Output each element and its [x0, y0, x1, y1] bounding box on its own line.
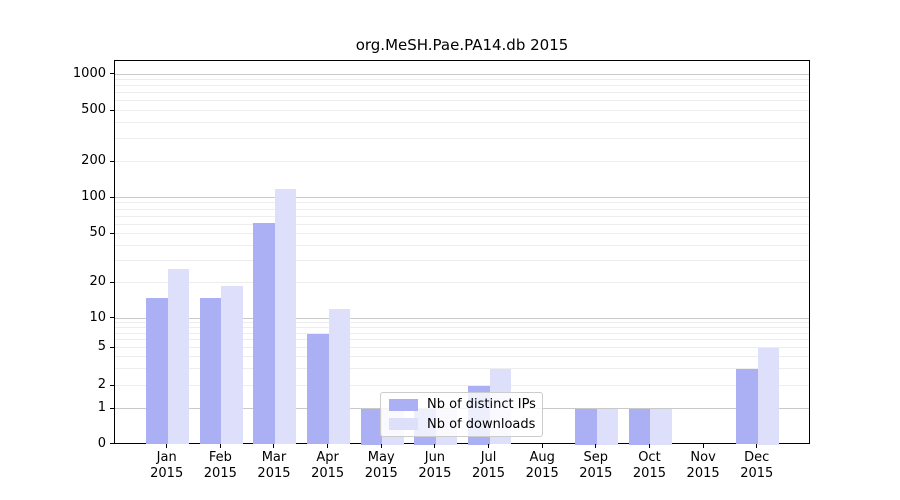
- x-tick: [273, 444, 275, 448]
- legend-item: Nb of distinct IPs: [381, 397, 542, 412]
- y-tick: [110, 73, 114, 74]
- gridline-minor: [115, 85, 809, 87]
- x-tick: [219, 444, 221, 448]
- y-tick: [110, 232, 114, 234]
- x-tick: [702, 444, 704, 448]
- gridline-minor: [115, 260, 809, 262]
- legend-item-label: Nb of downloads: [427, 416, 536, 432]
- legend-item-label: Nb of distinct IPs: [427, 397, 536, 413]
- y-tick-label: 0: [97, 435, 106, 451]
- x-tick-label: Oct 2015: [632, 450, 666, 481]
- x-tick-label: Jun 2015: [418, 450, 452, 481]
- plot-area: [114, 60, 810, 445]
- y-tick: [110, 109, 114, 111]
- y-tick-label: 2: [97, 377, 106, 392]
- bar-dec-distinct-ips: [736, 369, 758, 445]
- y-tick: [110, 407, 114, 409]
- gridline-minor: [115, 215, 809, 217]
- x-tick: [648, 444, 650, 448]
- gridline-major: [115, 197, 809, 198]
- gridline-minor: [115, 202, 809, 204]
- bar-oct-distinct-ips: [628, 409, 651, 445]
- gridline-minor: [115, 208, 809, 210]
- x-tick: [327, 444, 329, 448]
- legend-item: Nb of downloads: [381, 417, 542, 432]
- gridline-minor: [115, 138, 809, 140]
- bar-jan-distinct-ips: [146, 297, 168, 445]
- y-tick-label: 1000: [72, 65, 106, 81]
- bar-may-distinct-ips: [360, 409, 383, 445]
- gridline-minor: [115, 92, 809, 94]
- legend-swatch-icon: [389, 418, 418, 431]
- y-tick: [110, 160, 114, 162]
- bar-feb-downloads: [221, 285, 243, 445]
- gridline-minor: [115, 282, 809, 283]
- gridline-minor: [115, 356, 809, 358]
- chart-title: org.MeSH.Pae.PA14.db 2015: [355, 36, 569, 54]
- gridline-major: [115, 317, 809, 319]
- gridline-minor: [115, 347, 809, 348]
- y-tick-label: 5: [97, 339, 106, 354]
- y-tick-label: 200: [81, 153, 106, 168]
- bar-oct-downloads: [650, 409, 672, 445]
- gridline-minor: [115, 233, 809, 234]
- gridline-minor: [115, 321, 809, 323]
- y-tick-label: 50: [89, 225, 106, 240]
- y-tick: [110, 443, 114, 444]
- gridline-minor: [115, 110, 809, 111]
- x-tick: [541, 444, 543, 448]
- y-tick: [110, 346, 114, 348]
- x-tick: [756, 444, 758, 448]
- gridline-minor: [115, 339, 809, 341]
- bar-apr-downloads: [328, 309, 351, 445]
- legend-swatch-icon: [389, 398, 418, 411]
- x-tick-label: Dec 2015: [740, 450, 774, 481]
- y-tick-label: 1: [97, 400, 106, 415]
- gridline-minor: [115, 368, 809, 370]
- y-tick-label: 500: [81, 102, 106, 117]
- gridline-minor: [115, 326, 809, 328]
- gridline-major: [115, 73, 809, 75]
- x-tick: [380, 444, 382, 448]
- x-tick-label: Jan 2015: [150, 450, 184, 481]
- x-tick: [595, 444, 597, 448]
- y-tick-label: 10: [89, 309, 106, 325]
- bar-mar-downloads: [274, 188, 297, 445]
- bar-feb-distinct-ips: [199, 297, 222, 445]
- gridline-minor: [115, 385, 809, 386]
- x-tick-label: Nov 2015: [686, 450, 720, 481]
- gridline-minor: [115, 100, 809, 102]
- x-tick-label: Apr 2015: [311, 450, 345, 481]
- y-tick-label: 20: [89, 274, 106, 289]
- gridline-minor: [115, 332, 809, 334]
- gridline-minor: [115, 244, 809, 246]
- x-tick: [488, 444, 490, 448]
- bar-mar-distinct-ips: [253, 222, 275, 445]
- y-tick-label: 100: [81, 189, 106, 204]
- bar-sep-downloads: [596, 409, 619, 445]
- x-tick-label: Sep 2015: [579, 450, 613, 481]
- x-tick-label: Mar 2015: [257, 450, 291, 481]
- gridline-minor: [115, 161, 809, 162]
- x-tick-label: Jul 2015: [471, 450, 506, 481]
- bar-jan-downloads: [167, 268, 190, 445]
- y-tick: [110, 196, 114, 198]
- bar-apr-distinct-ips: [307, 333, 329, 445]
- y-tick: [110, 384, 114, 386]
- x-tick-label: Feb 2015: [203, 450, 237, 481]
- legend: Nb of distinct IPs Nb of downloads: [380, 392, 543, 437]
- bar-sep-distinct-ips: [575, 409, 597, 445]
- y-tick: [110, 317, 114, 318]
- x-tick: [434, 444, 436, 448]
- x-tick-label: Aug 2015: [525, 450, 559, 481]
- bar-dec-downloads: [757, 348, 780, 445]
- y-tick: [110, 281, 114, 283]
- gridline-minor: [115, 223, 809, 225]
- gridline-minor: [115, 122, 809, 124]
- gridline-minor: [115, 79, 809, 81]
- x-tick: [166, 444, 168, 448]
- x-tick-label: May 2015: [364, 450, 398, 481]
